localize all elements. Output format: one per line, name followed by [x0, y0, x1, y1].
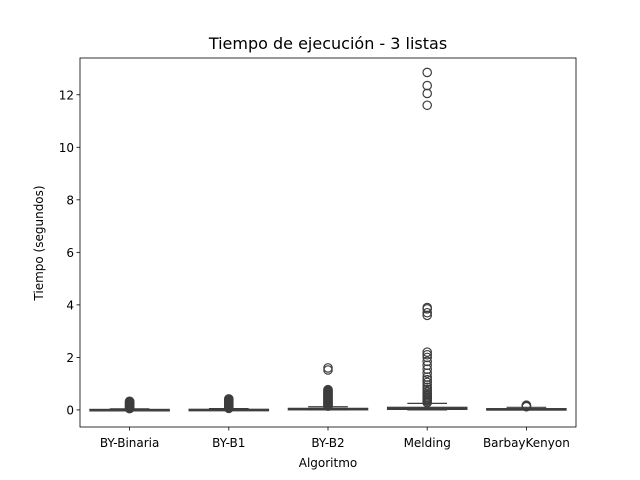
outlier-point — [422, 377, 432, 388]
x-tick-label: BarbayKenyon — [483, 436, 570, 450]
outlier-point — [422, 382, 432, 393]
outlier-point — [422, 88, 432, 99]
x-tick-label: BY-Binaria — [100, 436, 160, 450]
outlier-point — [422, 307, 432, 318]
outlier-point — [521, 400, 532, 411]
box-series — [89, 67, 567, 414]
outlier-point — [422, 352, 432, 363]
y-tick-label: 4 — [66, 298, 74, 312]
outlier-point — [323, 384, 333, 395]
outlier-point — [422, 80, 432, 91]
y-axis: 0 2 4 6 8 10 12 — [59, 88, 80, 417]
outlier-point — [422, 349, 432, 360]
outlier-point — [224, 394, 234, 404]
box-group — [386, 67, 468, 411]
y-tick-label: 10 — [59, 141, 74, 155]
outlier-point — [422, 347, 432, 357]
box-group — [486, 400, 567, 412]
outlier-point — [422, 100, 432, 111]
y-tick-label: 8 — [66, 193, 74, 207]
outlier-point — [422, 302, 432, 313]
y-tick-label: 2 — [66, 351, 74, 365]
box-group — [89, 396, 170, 414]
x-axis-label: Algoritmo — [299, 456, 358, 470]
outlier-point — [422, 374, 432, 385]
box-group — [188, 394, 270, 414]
y-tick-label: 6 — [66, 246, 74, 260]
y-tick-label: 12 — [59, 88, 74, 102]
outlier-point — [124, 396, 135, 407]
outlier-point — [422, 67, 432, 78]
x-axis: BY-Binaria BY-B1 BY-B2 Melding BarbayKenyon — [100, 427, 570, 450]
outlier-point — [422, 356, 432, 367]
x-tick-label: BY-B1 — [212, 436, 245, 450]
outlier-point — [323, 363, 333, 373]
box-group — [287, 363, 369, 412]
x-tick-label: BY-B2 — [311, 436, 344, 450]
chart-title: Tiempo de ejecución - 3 listas — [208, 34, 447, 53]
x-tick-label: Melding — [404, 436, 451, 450]
y-tick-label: 0 — [66, 403, 74, 417]
y-axis-label: Tiempo (segundos) — [32, 185, 46, 301]
